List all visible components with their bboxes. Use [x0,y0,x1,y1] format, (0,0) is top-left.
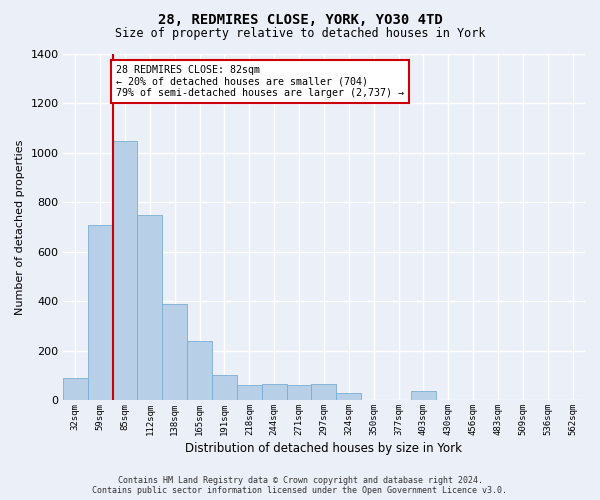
Text: Size of property relative to detached houses in York: Size of property relative to detached ho… [115,28,485,40]
Bar [237,385,262,400]
X-axis label: Distribution of detached houses by size in York: Distribution of detached houses by size … [185,442,463,455]
Bar [63,378,88,400]
Text: 28 REDMIRES CLOSE: 82sqm
← 20% of detached houses are smaller (704)
79% of semi-: 28 REDMIRES CLOSE: 82sqm ← 20% of detach… [116,65,404,98]
Bar [113,140,137,400]
Y-axis label: Number of detached properties: Number of detached properties [15,140,25,314]
Bar [311,384,337,400]
Text: 28, REDMIRES CLOSE, YORK, YO30 4TD: 28, REDMIRES CLOSE, YORK, YO30 4TD [158,12,442,26]
Bar [137,214,163,400]
Bar [337,392,361,400]
Bar [212,376,237,400]
Bar [411,392,436,400]
Bar [163,304,187,400]
Bar [262,384,287,400]
Text: Contains HM Land Registry data © Crown copyright and database right 2024.
Contai: Contains HM Land Registry data © Crown c… [92,476,508,495]
Bar [287,385,311,400]
Bar [187,340,212,400]
Bar [88,224,113,400]
